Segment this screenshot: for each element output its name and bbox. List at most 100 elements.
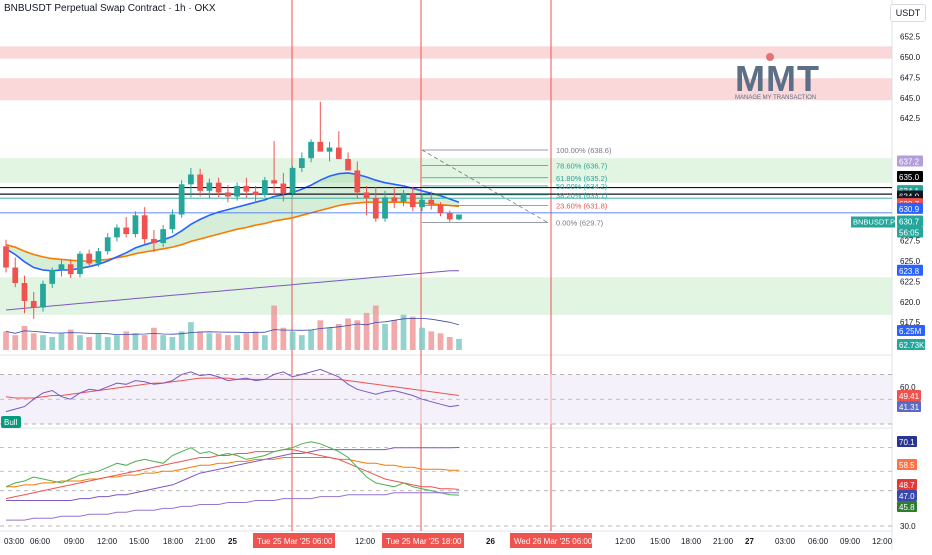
resistance-zone (0, 78, 892, 101)
candle (280, 172, 287, 202)
candle (3, 239, 9, 273)
osc-value-badge: 58.5 (897, 459, 917, 470)
volume-bar (40, 335, 46, 350)
candle-body (206, 182, 213, 191)
candle (197, 168, 204, 197)
time-tick-label: 03:00 (4, 537, 25, 546)
candle (428, 191, 435, 210)
candle (49, 267, 56, 288)
candle (21, 275, 28, 314)
candle-body (354, 170, 361, 193)
volume-bar (30, 333, 37, 350)
ma-long-line (5, 270, 459, 311)
candle (372, 186, 379, 222)
candle-body (114, 227, 120, 238)
osc-line-3 (5, 441, 460, 496)
volume-bar (271, 305, 277, 350)
time-tick-label: 15:00 (650, 537, 671, 546)
rsi-value-badge: 41.31 (897, 401, 921, 412)
osc-line-0 (6, 447, 460, 501)
time-highlight-box (382, 533, 464, 548)
time-highlight-text: Tue 25 Mar '25 06:00 (257, 537, 333, 546)
price-tick-label: 645.0 (900, 94, 921, 103)
price-tick-label: 622.5 (900, 277, 921, 286)
candle-body (215, 182, 222, 193)
candle-body (419, 199, 425, 208)
volume-bar (86, 337, 93, 350)
candle-body (289, 167, 296, 194)
price-badge-text: 630.7 (899, 217, 920, 226)
candle-body (30, 300, 37, 308)
price-badge: 635.0 (897, 170, 923, 182)
price-badge-box (897, 226, 923, 238)
rsi-line (5, 368, 460, 413)
candle-body (160, 229, 167, 244)
bull-badge-box (1, 416, 21, 428)
price-tick-label: 647.5 (900, 73, 921, 82)
osc-badge-box (897, 436, 917, 447)
price-badge-text: 56:05 (899, 228, 920, 237)
currency-selector[interactable]: USDT (890, 4, 926, 22)
candle (58, 260, 65, 277)
candle (326, 141, 333, 162)
candle (271, 141, 277, 195)
volume-bar (132, 333, 139, 350)
candle-body (391, 197, 398, 202)
osc-badge-box (897, 501, 917, 512)
candle-body (123, 227, 130, 235)
volume-bar (151, 327, 157, 350)
volume-bar (141, 335, 148, 350)
candle-body (271, 180, 277, 184)
time-highlight-text: Tue 25 Mar '25 18:00 (386, 537, 462, 546)
candle-body (178, 184, 185, 215)
osc-line-2 (5, 449, 460, 500)
volume-bar (308, 329, 314, 350)
candle-body (225, 192, 231, 197)
ema-cloud (6, 172, 459, 271)
candle-body (382, 197, 388, 219)
candle-body (49, 269, 56, 284)
volume-bar (345, 318, 351, 350)
volume-bar (104, 337, 111, 350)
price-tick-label: 627.5 (900, 237, 921, 246)
resistance-zone (0, 46, 892, 59)
candle (169, 209, 176, 234)
price-badge-box (897, 170, 923, 182)
logo-tagline: MANAGE MY TRANSACTION (735, 95, 816, 101)
volume-bar (428, 331, 435, 350)
osc-badge-text: 47.0 (899, 492, 915, 501)
rsi-badge-text: 41.31 (899, 403, 920, 412)
volume-bar (234, 335, 240, 350)
rsi-badge-box (897, 401, 921, 412)
support-zone (0, 158, 892, 183)
candle-body (67, 264, 74, 275)
candle (252, 185, 259, 204)
candle (419, 193, 425, 212)
volume-badge-box (897, 339, 925, 350)
price-badge-text: 637.2 (899, 157, 920, 166)
candle (123, 216, 130, 238)
candle-body (58, 264, 65, 270)
volume-bar (280, 327, 287, 350)
time-highlight-text: Wed 26 Mar '25 06:00 (514, 537, 593, 546)
rsi-bull-badge: Bull (1, 416, 21, 428)
osc-badge-box (897, 479, 917, 490)
time-axis-highlight: Tue 25 Mar '25 06:00 (253, 533, 335, 548)
candle-body (298, 158, 305, 168)
candle (12, 257, 19, 288)
candle (95, 247, 102, 267)
candle (345, 152, 351, 171)
price-tick-label: 642.5 (900, 114, 921, 123)
volume-bar (261, 335, 268, 350)
symbol-badge-text: BNBUSDT.P (853, 217, 895, 226)
volume-bar (419, 327, 425, 350)
volume-bar (335, 324, 342, 350)
candle-body (243, 185, 250, 192)
price-badge-text: 623.8 (899, 267, 920, 276)
candle (104, 233, 111, 255)
candle (132, 211, 139, 238)
osc-value-badge: 70.1 (897, 436, 917, 447)
candle (30, 292, 37, 319)
